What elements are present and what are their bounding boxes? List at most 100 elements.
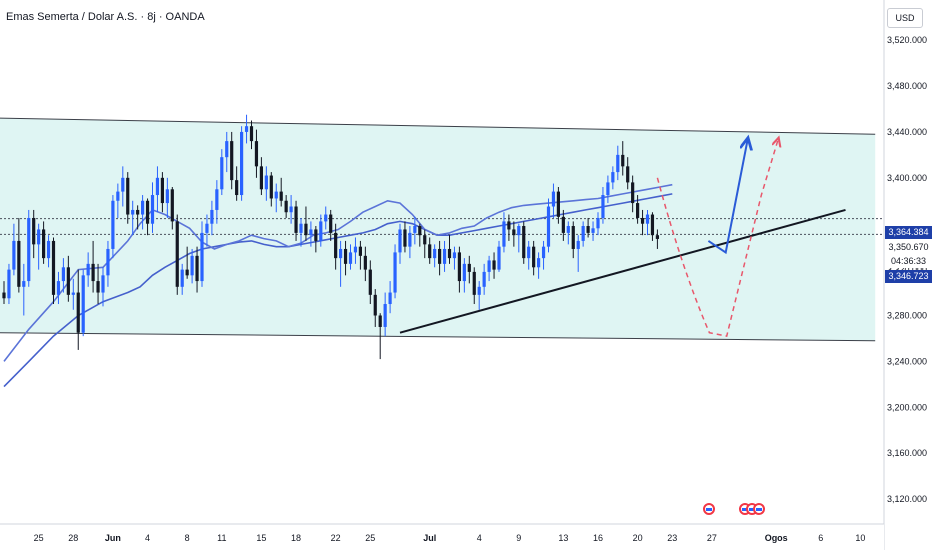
x-tick-label: 9 — [516, 533, 521, 543]
candle — [61, 258, 65, 293]
candle-body — [304, 223, 308, 236]
candle — [126, 172, 130, 224]
candle — [433, 244, 437, 268]
candle-body — [447, 248, 452, 259]
candle — [532, 240, 536, 276]
candle-body — [27, 217, 31, 282]
candle-body — [126, 177, 130, 215]
candle — [566, 221, 570, 245]
economic-event-icon[interactable] — [753, 503, 765, 515]
candle-body — [383, 304, 387, 327]
candle — [517, 223, 521, 253]
candle-body — [249, 126, 254, 142]
candle — [180, 263, 184, 295]
candle-body — [200, 232, 204, 282]
candle — [309, 221, 313, 247]
channel-upper-line — [0, 117, 876, 135]
candle — [314, 226, 318, 253]
candle — [645, 209, 650, 236]
candle-body — [46, 240, 51, 259]
price-tag-ma: 3,364.384 — [885, 226, 932, 239]
candle — [447, 235, 452, 264]
candle — [442, 240, 447, 272]
candle — [467, 255, 471, 284]
candle — [388, 281, 392, 314]
candle-body — [81, 275, 85, 333]
currency-button[interactable]: USD — [887, 8, 923, 28]
candle — [91, 240, 95, 293]
candle — [383, 292, 387, 337]
candle-body — [32, 217, 36, 245]
candle-body — [631, 182, 635, 204]
candle-body — [517, 226, 521, 236]
candle-body — [398, 229, 402, 253]
candle — [482, 263, 486, 295]
candle — [244, 114, 249, 144]
candle-body — [423, 235, 427, 245]
candle — [111, 195, 115, 259]
candle-body — [487, 260, 491, 272]
candle — [235, 166, 239, 201]
candle-body — [601, 195, 605, 218]
candle — [27, 209, 31, 287]
candle — [220, 149, 224, 196]
candle — [343, 240, 348, 276]
candle — [150, 182, 155, 233]
candle — [17, 217, 21, 293]
candle — [96, 263, 100, 305]
x-tick-label: 16 — [593, 533, 603, 543]
candle-body — [373, 294, 377, 316]
candle — [551, 183, 556, 218]
x-tick-label: 8 — [185, 533, 190, 543]
candle-body — [175, 221, 179, 287]
candle-body — [244, 126, 249, 132]
candle — [502, 212, 506, 253]
candle-body — [581, 226, 585, 241]
candle-body — [482, 271, 486, 287]
candle-body — [121, 177, 125, 192]
candle — [596, 212, 600, 236]
candle — [294, 200, 298, 241]
candle-body — [269, 175, 273, 199]
candle-body — [457, 252, 461, 282]
candle-body — [7, 269, 11, 299]
y-tick-label: 3,240.000 — [887, 356, 927, 366]
candle-body — [136, 209, 140, 215]
channel-lower-line — [0, 332, 876, 342]
candle-body — [190, 255, 194, 276]
y-tick-label: 3,160.000 — [887, 448, 927, 458]
x-tick-label: 22 — [331, 533, 341, 543]
candle-body — [160, 177, 164, 204]
candle — [358, 240, 362, 270]
candle — [428, 237, 432, 264]
x-tick-label: 25 — [34, 533, 44, 543]
candle-body — [403, 229, 407, 247]
candle — [200, 221, 204, 287]
candle-body — [363, 255, 367, 270]
economic-event-icon[interactable] — [703, 503, 715, 515]
candle — [136, 205, 140, 230]
candle — [601, 187, 605, 224]
candle-body — [155, 177, 160, 196]
x-tick-label: 4 — [145, 533, 150, 543]
candle — [116, 183, 120, 218]
candle-body — [596, 217, 600, 229]
candle — [56, 271, 61, 305]
x-tick-label: 25 — [365, 533, 375, 543]
candle — [106, 240, 110, 287]
candle-body — [368, 269, 372, 295]
candle — [279, 177, 283, 207]
candle-body — [294, 206, 298, 233]
candle-body — [467, 263, 471, 272]
candle — [576, 235, 580, 272]
candle-body — [96, 281, 100, 293]
x-tick-label: Ogos — [765, 533, 788, 543]
candle — [537, 252, 541, 279]
x-tick-label: 4 — [477, 533, 482, 543]
x-tick-label: 20 — [633, 533, 643, 543]
candle — [141, 195, 145, 230]
candle-body — [413, 226, 417, 233]
candle — [121, 166, 125, 207]
candle — [195, 246, 199, 293]
